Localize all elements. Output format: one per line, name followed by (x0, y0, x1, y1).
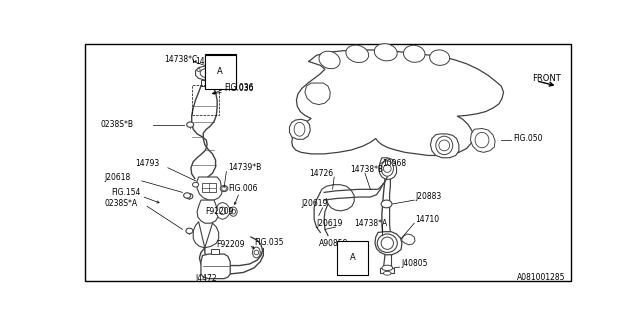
Text: 14738*C: 14738*C (196, 57, 229, 66)
Ellipse shape (381, 161, 394, 176)
Circle shape (197, 68, 200, 71)
Text: FIG.036: FIG.036 (224, 83, 253, 92)
Polygon shape (205, 223, 219, 248)
Polygon shape (196, 66, 219, 80)
Polygon shape (201, 254, 230, 279)
Polygon shape (470, 129, 495, 152)
Text: F92209: F92209 (216, 240, 245, 249)
Text: 14739*B: 14739*B (228, 163, 261, 172)
Polygon shape (350, 243, 365, 260)
Ellipse shape (220, 186, 228, 192)
Circle shape (214, 68, 217, 71)
Text: J20883: J20883 (415, 192, 441, 201)
Text: A: A (218, 67, 223, 76)
Polygon shape (193, 222, 205, 248)
Text: 14726: 14726 (308, 169, 333, 178)
Polygon shape (216, 203, 230, 219)
Text: A: A (350, 253, 355, 262)
Polygon shape (375, 232, 402, 255)
Circle shape (381, 237, 394, 249)
Text: A: A (218, 66, 223, 75)
Ellipse shape (230, 207, 237, 216)
Ellipse shape (187, 122, 194, 127)
Text: J20618: J20618 (105, 172, 131, 181)
Ellipse shape (186, 194, 193, 199)
Polygon shape (201, 80, 212, 86)
Ellipse shape (381, 200, 392, 208)
Ellipse shape (429, 50, 450, 65)
Text: J40805: J40805 (401, 259, 428, 268)
Polygon shape (197, 200, 218, 223)
Text: 14738*B: 14738*B (350, 165, 383, 174)
Polygon shape (305, 83, 330, 105)
Text: 14710: 14710 (415, 215, 439, 224)
Polygon shape (202, 183, 216, 192)
Ellipse shape (186, 228, 193, 234)
Text: A90858: A90858 (319, 239, 348, 249)
Ellipse shape (294, 122, 305, 136)
Ellipse shape (253, 247, 260, 258)
Text: 14738*A: 14738*A (354, 219, 387, 228)
Text: FIG.154: FIG.154 (111, 188, 140, 197)
Ellipse shape (184, 193, 191, 198)
Circle shape (383, 165, 391, 172)
Text: 14738*C: 14738*C (164, 55, 197, 64)
Polygon shape (402, 234, 415, 245)
Text: 14793: 14793 (135, 159, 159, 168)
Text: FIG.006: FIG.006 (228, 184, 257, 193)
Circle shape (254, 250, 259, 255)
Ellipse shape (346, 45, 369, 62)
Text: FIG.036: FIG.036 (224, 84, 253, 93)
Text: I4472: I4472 (196, 274, 217, 283)
Circle shape (205, 65, 209, 68)
Ellipse shape (382, 265, 393, 270)
Circle shape (439, 140, 450, 151)
Polygon shape (379, 158, 397, 179)
Text: FIG.050: FIG.050 (513, 134, 542, 143)
Ellipse shape (374, 44, 397, 61)
Text: 0238S*B: 0238S*B (101, 120, 134, 129)
Bar (192, 84, 219, 116)
Ellipse shape (378, 234, 397, 252)
Polygon shape (211, 249, 219, 254)
Text: 10968: 10968 (382, 159, 406, 168)
Text: 0238S*A: 0238S*A (105, 199, 138, 208)
Polygon shape (289, 119, 310, 139)
Polygon shape (431, 134, 459, 158)
Ellipse shape (383, 271, 391, 275)
Polygon shape (197, 177, 221, 200)
Ellipse shape (200, 68, 214, 78)
Text: A081001285: A081001285 (516, 273, 565, 282)
Text: F92209: F92209 (205, 207, 234, 216)
Text: J20619: J20619 (301, 199, 328, 208)
Text: J20619: J20619 (316, 219, 343, 228)
Ellipse shape (193, 182, 198, 187)
Text: FRONT: FRONT (532, 74, 561, 83)
Text: FIG.035: FIG.035 (254, 238, 284, 247)
Ellipse shape (355, 265, 360, 269)
Circle shape (221, 186, 227, 191)
Ellipse shape (403, 45, 425, 62)
Ellipse shape (436, 136, 452, 155)
Circle shape (231, 209, 236, 214)
Polygon shape (380, 268, 394, 273)
Ellipse shape (319, 51, 340, 69)
